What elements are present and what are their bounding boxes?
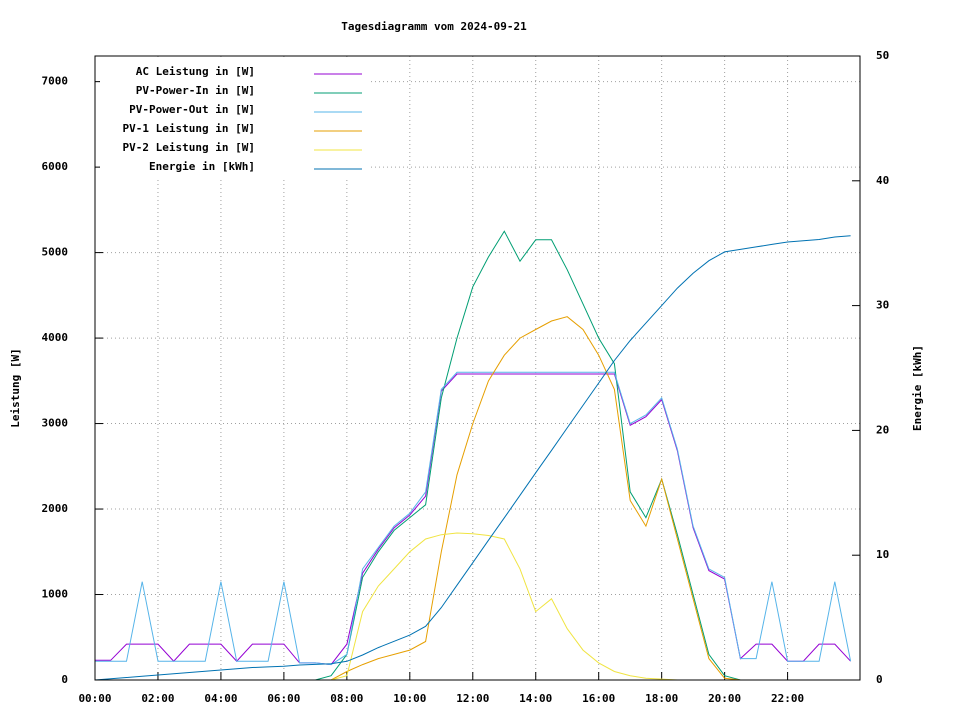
x-tick-label: 08:00 <box>330 692 363 705</box>
x-tick-label: 16:00 <box>582 692 615 705</box>
x-tick-label: 06:00 <box>267 692 300 705</box>
legend-label: AC Leistung in [W] <box>136 65 255 78</box>
y-tick-label: 6000 <box>42 160 69 173</box>
plot-frame <box>94 55 861 681</box>
x-tick-label: 00:00 <box>78 692 111 705</box>
legend-label: PV-2 Leistung in [W] <box>123 141 255 154</box>
y-tick-label: 2000 <box>42 502 69 515</box>
x-tick-label: 04:00 <box>204 692 237 705</box>
x-tick-label: 10:00 <box>393 692 426 705</box>
y-tick-label: 5000 <box>42 246 69 259</box>
legend-label: PV-Power-In in [W] <box>136 84 255 97</box>
legend-label: PV-1 Leistung in [W] <box>123 122 255 135</box>
x-tick-label: 14:00 <box>519 692 552 705</box>
chart-title: Tagesdiagramm vom 2024-09-21 <box>341 20 527 33</box>
y-tick-label: 1000 <box>42 588 69 601</box>
legend-label: PV-Power-Out in [W] <box>129 103 255 116</box>
y2-tick-label: 50 <box>876 49 889 62</box>
x-tick-label: 18:00 <box>645 692 678 705</box>
series-line <box>94 235 851 681</box>
legend-box <box>100 60 368 178</box>
x-tick-label: 12:00 <box>456 692 489 705</box>
y2-tick-label: 10 <box>876 548 889 561</box>
y-tick-label: 7000 <box>42 75 69 88</box>
legend-label: Energie in [kWh] <box>149 160 255 173</box>
y2-axis-label: Energie [kWh] <box>911 345 924 431</box>
y2-tick-label: 40 <box>876 174 889 187</box>
y-axis-label: Leistung [W] <box>9 348 22 427</box>
x-tick-label: 22:00 <box>771 692 804 705</box>
y-tick-label: 4000 <box>42 331 69 344</box>
series-line <box>95 371 852 666</box>
x-tick-label: 02:00 <box>141 692 174 705</box>
y-tick-label: 3000 <box>42 417 69 430</box>
x-tick-label: 20:00 <box>708 692 741 705</box>
y2-tick-label: 20 <box>876 423 889 436</box>
y2-tick-label: 0 <box>876 673 883 686</box>
y-tick-label: 0 <box>61 673 68 686</box>
y2-tick-label: 30 <box>876 299 889 312</box>
legend: AC Leistung in [W] PV-Power-In in [W] PV-P… <box>100 60 368 178</box>
